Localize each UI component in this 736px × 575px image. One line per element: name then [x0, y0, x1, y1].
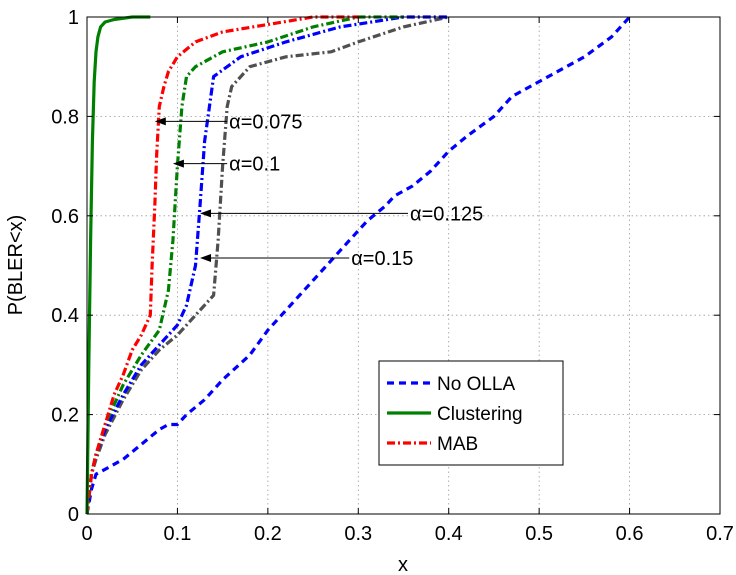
- y-tick-label: 0.8: [51, 106, 79, 128]
- legend: No OLLA Clustering MAB: [378, 360, 564, 466]
- series-lines: [85, 15, 631, 515]
- y-tick-label: 0.6: [51, 206, 79, 228]
- annotation-arrow-head: [200, 209, 212, 218]
- annotation-arrow-head: [172, 159, 184, 168]
- x-tick-label: 0.1: [164, 523, 192, 545]
- series-line-no-olla: [85, 15, 631, 515]
- annotation-arrow-head: [154, 117, 166, 126]
- legend-label: Clustering: [437, 404, 523, 425]
- legend-label: MAB: [437, 434, 478, 455]
- annotation-label: α=0.1: [229, 154, 280, 176]
- legend-label: No OLLA: [437, 374, 515, 395]
- series-line-clustering: [85, 15, 151, 515]
- y-tick-label: 1: [68, 7, 79, 29]
- annotation-label: α=0.125: [410, 203, 483, 225]
- x-tick-label: 0.6: [616, 523, 644, 545]
- y-tick-label: 0.4: [51, 305, 79, 327]
- series-line-alpha-5: [85, 15, 450, 515]
- annotation-label: α=0.15: [351, 248, 413, 270]
- x-axis-label: x: [398, 554, 408, 575]
- y-tick-label: 0.2: [51, 405, 79, 427]
- x-tick-label: 0: [81, 523, 92, 545]
- y-axis-label: P(BLER<x): [5, 215, 27, 316]
- x-tick-label: 0.2: [254, 523, 282, 545]
- x-tick-label: 0.3: [344, 523, 372, 545]
- axis-ticks: 0 0.1 0.2 0.3 0.4 0.5 0.6 0.7 0 0.2 0.4 0.6 0.8 1: [51, 7, 734, 545]
- annotation-label: α=0.075: [229, 111, 302, 133]
- x-tick-label: 0.4: [435, 523, 463, 545]
- series-line-mab: [85, 15, 359, 515]
- x-tick-label: 0.7: [706, 523, 734, 545]
- plot-frame: [86, 16, 721, 515]
- annotations: α=0.075 α=0.1 α=0.125 α=0.15: [154, 111, 483, 270]
- annotation-arrow-head: [200, 254, 212, 263]
- y-tick-label: 0: [68, 504, 79, 526]
- x-tick-label: 0.5: [525, 523, 553, 545]
